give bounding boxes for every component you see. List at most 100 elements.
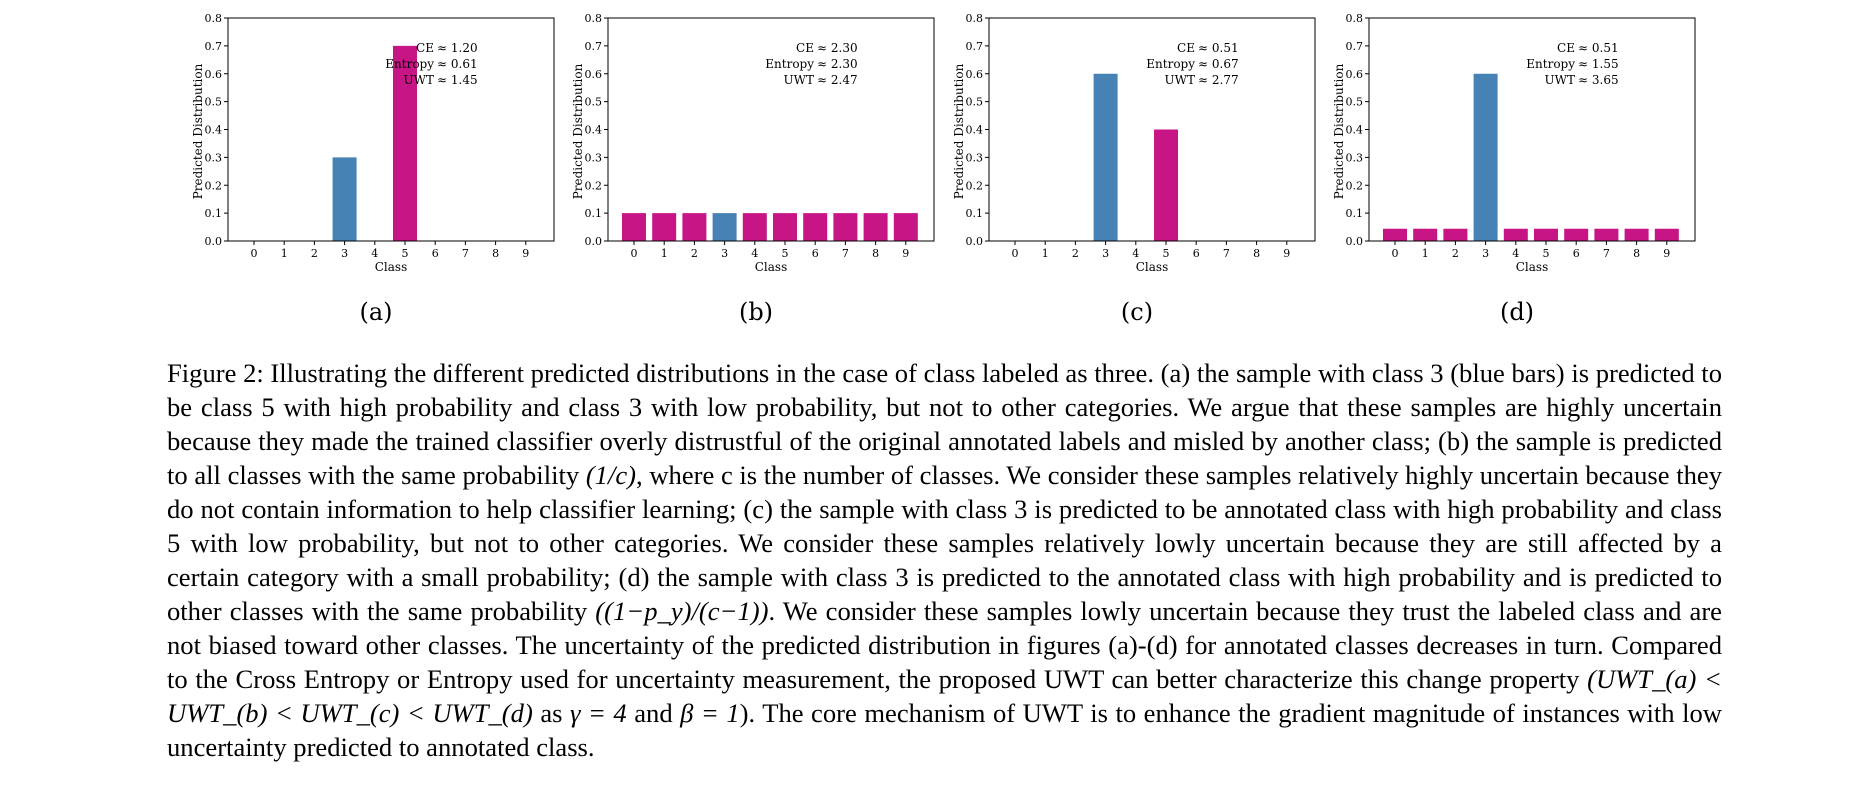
x-tick-label: 6 [432, 247, 439, 260]
x-tick-label: 7 [1603, 247, 1610, 260]
x-tick-label: 0 [631, 247, 638, 260]
y-tick-label: 0.4 [585, 124, 603, 137]
annotation-metric-value: ≈ 2.30 [817, 57, 858, 71]
math-expression: (1/c) [585, 460, 637, 490]
y-tick-label: 0.3 [966, 151, 984, 164]
y-tick-label: 0.2 [585, 179, 603, 192]
bar-class-8 [1624, 228, 1649, 241]
x-axis-label: Class [1136, 260, 1169, 274]
y-axis-label: Predicted Distribution [191, 63, 205, 199]
bar-class-2 [1443, 228, 1468, 241]
y-tick-label: 0.6 [205, 68, 223, 81]
y-tick-label: 0.3 [205, 151, 223, 164]
y-tick-label: 0.3 [1346, 151, 1364, 164]
y-tick-label: 0.0 [585, 235, 603, 248]
y-tick-label: 0.4 [1346, 124, 1364, 137]
caption-segment: as [532, 698, 570, 728]
x-tick-label: 7 [842, 247, 849, 260]
annotation-metric-name: CE [1557, 41, 1575, 55]
x-tick-label: 2 [311, 247, 318, 260]
annotation-metric-name: Entropy [1526, 57, 1575, 71]
x-tick-label: 7 [462, 247, 469, 260]
x-tick-label: 3 [1482, 247, 1489, 260]
x-tick-label: 4 [1132, 247, 1139, 260]
caption-segment: , where c is the number of classes. We c… [167, 460, 1722, 626]
x-tick-label: 4 [371, 247, 378, 260]
panel-label-a: (a) [359, 298, 393, 326]
x-tick-label: 3 [721, 247, 728, 260]
y-tick-label: 0.7 [966, 40, 984, 53]
bar-class-6 [1564, 228, 1589, 241]
y-tick-label: 0.6 [966, 68, 984, 81]
x-tick-label: 1 [1042, 247, 1049, 260]
bar-class-7 [1594, 228, 1619, 241]
y-tick-label: 0.3 [585, 151, 603, 164]
y-tick-label: 0.1 [966, 207, 984, 220]
y-tick-label: 0.2 [205, 179, 223, 192]
x-tick-label: 2 [691, 247, 698, 260]
y-axis-label: Predicted Distribution [571, 63, 585, 199]
plot-frame [988, 17, 1316, 242]
bar-class-3 [712, 213, 737, 241]
x-tick-label: 8 [1633, 247, 1640, 260]
annotation-metric-value: ≈ 1.45 [437, 73, 478, 87]
bar-class-4 [742, 213, 767, 241]
x-tick-label: 5 [1163, 247, 1170, 260]
y-tick-label: 0.8 [585, 12, 603, 25]
math-expression: ((1−p_y)/(c−1)) [595, 596, 769, 626]
x-tick-label: 0 [1012, 247, 1019, 260]
y-tick-label: 0.5 [585, 96, 603, 109]
bar-class-0 [1383, 228, 1407, 241]
y-tick-label: 0.5 [966, 96, 984, 109]
y-tick-label: 0.7 [585, 40, 603, 53]
annotation-metric-name: UWT [404, 73, 434, 87]
bar-class-5 [1534, 228, 1558, 241]
figure-panels: Predicted Distribution 0.0 0.1 0.2 0.3 0.4 0.5… [0, 0, 1855, 340]
caption-segment: . We consider these samples lowly uncert… [167, 596, 1722, 694]
y-tick-label: 0.8 [1346, 12, 1364, 25]
x-axis-label: Class [755, 260, 788, 274]
x-tick-label: 2 [1452, 247, 1459, 260]
figure-caption: Figure 2: Illustrating the different pre… [167, 356, 1722, 764]
y-tick-label: 0.1 [1346, 207, 1364, 220]
x-tick-label: 9 [902, 247, 909, 260]
plot-frame [607, 17, 935, 242]
y-tick-label: 0.8 [966, 12, 984, 25]
annotation-metric-value: ≈ 2.77 [1198, 73, 1239, 87]
x-tick-label: 1 [661, 247, 668, 260]
x-tick-label: 6 [1573, 247, 1580, 260]
chart-panel-b: Predicted Distribution 0.0 0.1 0.2 0.3 0.4 0.5… [570, 0, 950, 340]
x-tick-label: 8 [1253, 247, 1260, 260]
bar-class-3 [1473, 73, 1498, 241]
annotation-metric-value: ≈ 3.65 [1578, 73, 1619, 87]
y-tick-label: 0.4 [966, 124, 984, 137]
y-axis-label: Predicted Distribution [952, 63, 966, 199]
x-tick-label: 4 [751, 247, 758, 260]
x-tick-label: 6 [812, 247, 819, 260]
y-axis-label: Predicted Distribution [1332, 63, 1346, 199]
annotation-metric-value: ≈ 1.20 [437, 41, 478, 55]
annotation-metric-name: UWT [784, 73, 814, 87]
x-tick-label: 0 [251, 247, 258, 260]
x-tick-label: 1 [1422, 247, 1429, 260]
panel-label-d: (d) [1499, 298, 1535, 326]
y-tick-label: 0.2 [1346, 179, 1364, 192]
x-axis-label: Class [1516, 260, 1549, 274]
x-tick-label: 0 [1392, 247, 1399, 260]
x-axis-label: Class [375, 260, 408, 274]
bar-chart-a: Predicted Distribution 0.0 0.1 0.2 0.3 0.4 0.5… [191, 12, 555, 274]
bar-chart-c: Predicted Distribution 0.0 0.1 0.2 0.3 0.4 0.5… [952, 12, 1316, 274]
annotation-metric-name: CE [416, 41, 434, 55]
bar-class-9 [1654, 228, 1679, 241]
plot-frame [1368, 17, 1696, 242]
caption-segment: ). The core mechanism of UWT is to enhan… [167, 698, 1722, 762]
annotation-metric-value: ≈ 0.51 [1578, 41, 1619, 55]
annotation-metric-value: ≈ 2.30 [817, 41, 858, 55]
math-expression: (UWT_(a) < UWT_(b) < UWT_(c) < UWT_(d) [167, 664, 1722, 728]
bar-class-4 [1503, 228, 1528, 241]
annotation-metric-name: Entropy [1146, 57, 1195, 71]
panel-label-b: (b) [738, 298, 774, 326]
bar-class-5 [393, 45, 417, 241]
y-tick-label: 0.0 [205, 235, 223, 248]
caption-segment: Figure 2: Illustrating the different pre… [167, 358, 1722, 490]
